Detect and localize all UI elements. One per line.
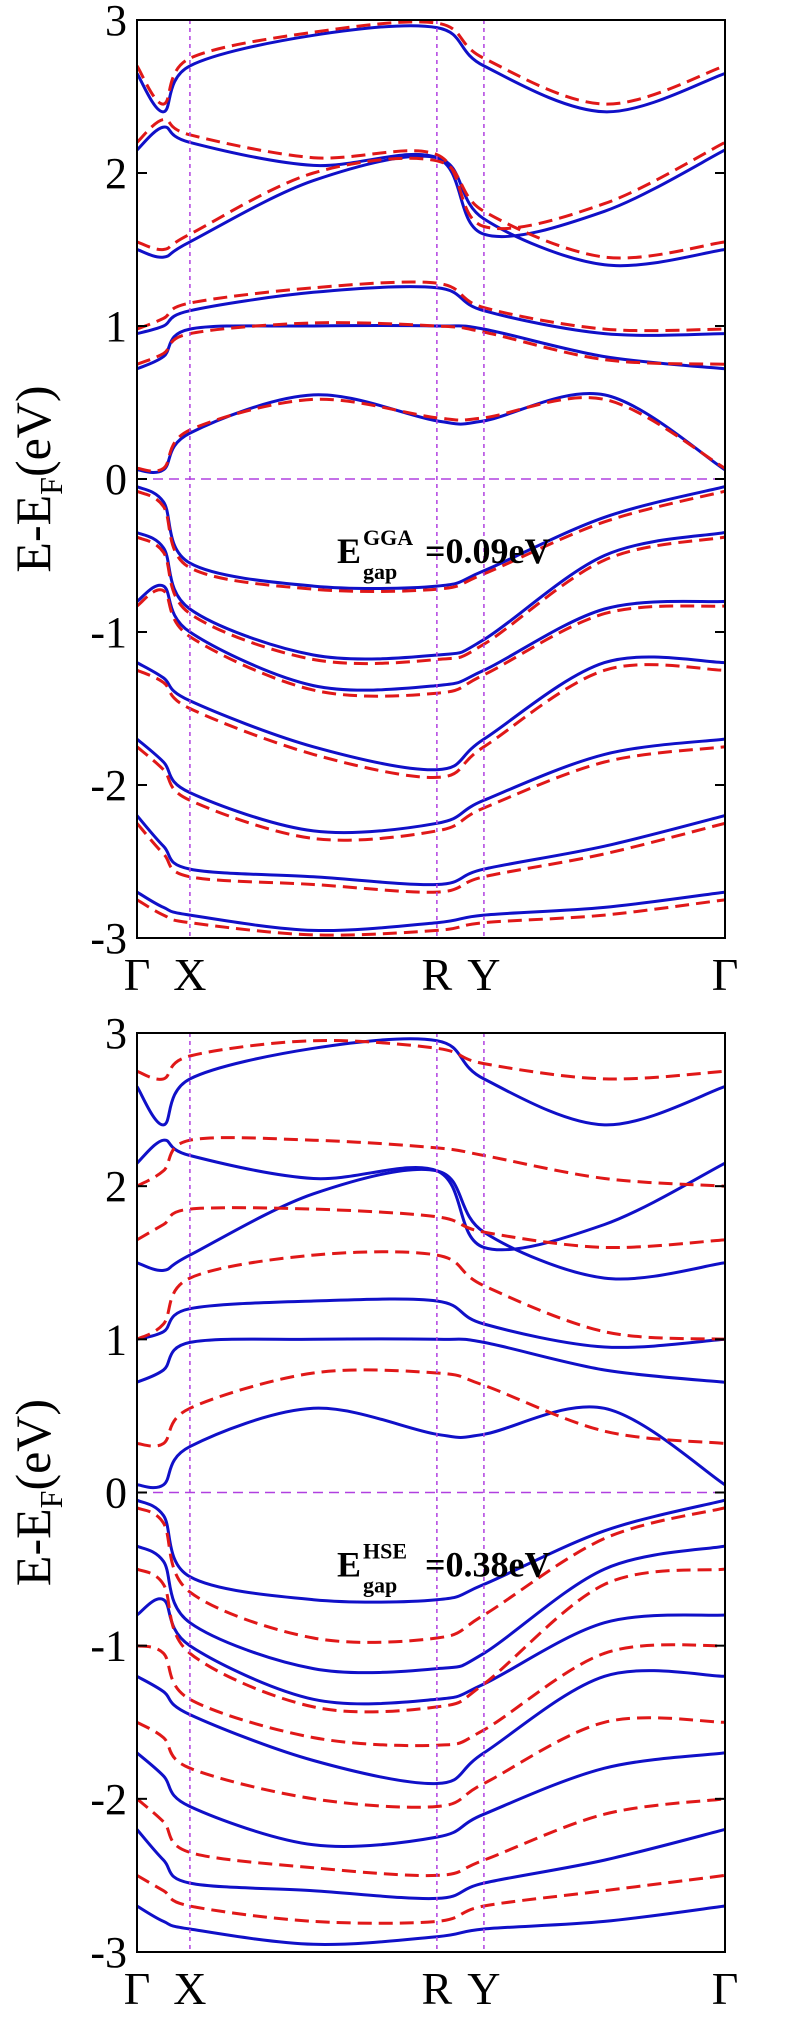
y-tick-label: -2 <box>90 761 127 810</box>
spin-up-band-8 <box>137 583 725 692</box>
y-tick-label: -1 <box>90 1622 127 1671</box>
kpoint-label: Γ <box>124 1963 151 2014</box>
spin-up-band-8 <box>137 1597 725 1706</box>
y-tick-label: 0 <box>105 455 127 504</box>
spin-down-band-2 <box>137 1206 725 1250</box>
gap-annotation-value: =0.38eV <box>425 1545 551 1585</box>
spin-down-band-4 <box>137 117 725 231</box>
spin-up-band-9 <box>137 1669 725 1786</box>
spin-down-band-7 <box>137 1643 725 1748</box>
band-curves <box>137 1037 725 1946</box>
gap-annotation-main: E <box>337 531 361 571</box>
spin-down-band-3 <box>137 156 725 260</box>
spin-up-band-5 <box>137 1037 725 1127</box>
spin-down-band-2 <box>137 280 725 333</box>
spin-down-band-0 <box>137 396 725 473</box>
spin-up-band-4 <box>137 125 725 239</box>
y-tick-label: 2 <box>105 1162 127 1211</box>
gap-annotation-subscript: gap <box>363 559 397 584</box>
spin-down-band-12 <box>137 898 725 937</box>
kpoint-label: Γ <box>124 949 151 1000</box>
spin-up-band-2 <box>137 285 725 337</box>
y-axis-label-sub: F <box>33 1491 69 1509</box>
spin-up-band-0 <box>137 392 725 474</box>
y-tick-label: -1 <box>90 608 127 657</box>
spin-down-band-6 <box>137 1567 725 1714</box>
kpoint-label: R <box>422 949 453 1000</box>
spin-up-band-9 <box>137 655 725 772</box>
spin-down-band-9 <box>137 1797 725 1878</box>
spin-up-band-2 <box>137 1297 725 1349</box>
spin-down-band-6 <box>137 489 725 593</box>
spin-down-band-10 <box>137 1873 725 1925</box>
kpoint-label: X <box>173 1963 206 2014</box>
kpoint-label: R <box>422 1963 453 2014</box>
spin-down-band-3 <box>137 1136 725 1188</box>
spin-up-band-11 <box>137 1828 725 1901</box>
y-axis-label-main: E-E <box>5 495 61 573</box>
spin-down-band-10 <box>137 745 725 842</box>
gap-annotation-subscript: gap <box>363 1573 397 1598</box>
kpoint-label: Y <box>467 949 500 1000</box>
gap-annotation-method: GGA <box>363 525 413 550</box>
spin-down-band-9 <box>137 663 725 779</box>
spin-up-band-5 <box>137 24 725 114</box>
spin-down-band-1 <box>137 321 725 366</box>
y-axis-label-unit: (eV) <box>5 1399 61 1491</box>
spin-up-band-12 <box>137 890 725 933</box>
kpoint-label: Γ <box>712 1963 739 2014</box>
y-tick-label: 3 <box>105 1009 127 1058</box>
y-tick-label: -3 <box>90 914 127 963</box>
y-tick-label: 1 <box>105 302 127 351</box>
y-tick-label: 2 <box>105 149 127 198</box>
y-axis-label: E-EF(eV) <box>5 1399 69 1586</box>
y-tick-label: -3 <box>90 1928 127 1977</box>
spin-up-band-10 <box>137 737 725 835</box>
kpoint-label: Γ <box>712 949 739 1000</box>
spin-up-band-4 <box>137 1138 725 1252</box>
spin-up-band-3 <box>137 154 725 268</box>
spin-down-band-7 <box>137 535 725 666</box>
spin-up-band-0 <box>137 1405 725 1490</box>
spin-up-band-12 <box>137 1904 725 1946</box>
y-tick-label: 1 <box>105 1315 127 1364</box>
y-tick-label: 3 <box>105 0 127 45</box>
spin-down-band-0 <box>137 1368 725 1448</box>
kpoint-label: Y <box>467 1963 500 2014</box>
gap-annotation-value: =0.09eV <box>425 531 551 571</box>
spin-down-band-1 <box>137 1250 725 1341</box>
kpoint-label: X <box>173 949 206 1000</box>
y-axis-label-unit: (eV) <box>5 385 61 477</box>
spin-down-band-8 <box>137 588 725 698</box>
spin-up-band-1 <box>137 1337 725 1384</box>
y-axis-label-main: E-E <box>5 1508 61 1586</box>
y-axis-label: E-EF(eV) <box>5 385 69 572</box>
spin-up-band-7 <box>137 1544 725 1675</box>
spin-up-band-11 <box>137 814 725 887</box>
gap-annotation-main: E <box>337 1545 361 1585</box>
spin-down-band-11 <box>137 821 725 894</box>
spin-down-band-5 <box>137 20 725 106</box>
y-axis-label-sub: F <box>33 477 69 495</box>
gap-annotation-method: HSE <box>363 1539 407 1564</box>
spin-up-band-10 <box>137 1751 725 1848</box>
spin-down-band-5 <box>137 1506 725 1644</box>
band-curves <box>137 20 725 937</box>
y-tick-label: 0 <box>105 1469 127 1518</box>
spin-up-band-3 <box>137 1167 725 1281</box>
y-tick-label: -2 <box>90 1775 127 1824</box>
spin-down-band-8 <box>137 1716 725 1809</box>
spin-down-band-4 <box>137 1039 725 1081</box>
